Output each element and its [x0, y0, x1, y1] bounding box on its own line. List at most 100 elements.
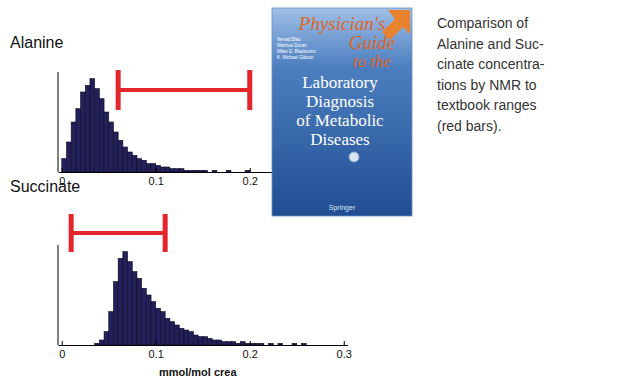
- histogram-bar: [198, 337, 203, 345]
- histogram-bar: [95, 343, 100, 345]
- x-axis-line: [59, 172, 273, 173]
- x-axis: 00.10.20.3: [59, 341, 352, 360]
- cover-title-line: Laboratory: [302, 73, 378, 92]
- cover-title-line: Diagnosis: [306, 92, 374, 111]
- histogram-bar: [207, 338, 212, 345]
- reference-range-bar: [118, 88, 250, 92]
- x-axis-line: [59, 345, 349, 346]
- histogram-bar: [184, 330, 189, 345]
- left-spine: [58, 245, 59, 345]
- histogram-bar: [179, 328, 184, 345]
- histogram-bar: [193, 335, 198, 345]
- cover-editor: Nenad Blau: [277, 37, 301, 42]
- histogram-bar: [76, 109, 81, 172]
- histogram-bar: [71, 122, 76, 172]
- histogram-bar: [81, 92, 86, 172]
- x-tick-mark: [62, 168, 63, 172]
- x-tick-label: 0.2: [243, 175, 258, 187]
- histogram-bar: [66, 142, 71, 172]
- histogram-bar: [156, 308, 161, 345]
- x-tick-mark: [156, 341, 157, 345]
- histogram-bar: [99, 340, 104, 345]
- histogram-bar: [207, 172, 212, 173]
- histogram-bar: [104, 112, 109, 172]
- histogram-bar: [259, 343, 264, 345]
- cover-title-line: Diseases: [310, 130, 369, 149]
- histogram-bar: [184, 170, 189, 172]
- histogram-bar: [104, 332, 109, 345]
- histogram-bar: [240, 172, 245, 173]
- histogram-bar: [269, 343, 274, 345]
- x-tick: 0.3: [337, 341, 352, 360]
- x-tick: 0.1: [149, 168, 164, 187]
- histogram-chart: Alanine00.10.2: [10, 34, 273, 187]
- histogram-bar: [222, 342, 227, 345]
- histogram-bar: [160, 167, 165, 172]
- cover-editor: Milan E. Blaskovics: [277, 49, 317, 54]
- x-tick-mark: [344, 341, 345, 345]
- histogram-bar: [240, 342, 245, 345]
- histogram-bar: [287, 345, 292, 346]
- bars: [95, 252, 307, 345]
- histogram-bar: [170, 322, 175, 345]
- bars: [62, 79, 250, 172]
- histogram-bar: [189, 332, 194, 345]
- histogram-bar: [151, 302, 156, 345]
- histogram-bar: [231, 342, 236, 345]
- histogram-bar: [160, 312, 165, 345]
- reference-range-cap: [116, 70, 121, 110]
- caption-line: Comparison of: [437, 15, 528, 31]
- caption: Comparison of Alanine and Suc-cinate conc…: [437, 15, 545, 134]
- histogram-bar: [254, 343, 259, 345]
- cover-editor: K. Michael Gibson: [277, 55, 314, 60]
- caption-line: Alanine and Suc-: [437, 36, 544, 52]
- histogram-bar: [297, 345, 302, 346]
- x-tick: 0: [59, 341, 65, 360]
- histogram-bar: [123, 252, 128, 345]
- histogram-bar: [273, 345, 278, 346]
- histogram-bar: [212, 170, 217, 172]
- histogram-bar: [156, 165, 161, 172]
- caption-line: textbook ranges: [437, 97, 537, 113]
- histogram-bar: [198, 170, 203, 172]
- histogram-bar: [278, 343, 283, 345]
- x-axis: 00.10.2: [59, 168, 273, 187]
- histogram-bar: [231, 172, 236, 173]
- x-tick-label: 0.1: [149, 175, 164, 187]
- histogram-bar: [175, 169, 180, 172]
- histogram-bar: [222, 172, 227, 173]
- reference-range-cap: [247, 70, 252, 110]
- histogram-bar: [113, 282, 118, 345]
- histogram-bar: [62, 159, 67, 172]
- x-tick-label: 0.3: [337, 348, 352, 360]
- cover-title-line: Physician's: [298, 13, 385, 34]
- cover-title-line: of Metabolic: [296, 111, 384, 130]
- histogram-bar: [151, 164, 156, 172]
- histogram-bar: [95, 89, 100, 172]
- histogram-bar: [142, 288, 147, 345]
- histogram-bar: [217, 340, 222, 345]
- histogram-bar: [292, 343, 297, 345]
- cover-publisher: Springer: [329, 204, 356, 212]
- x-tick-mark: [250, 341, 251, 345]
- caption-line: cinate concentra-: [437, 56, 545, 72]
- histogram-bar: [165, 167, 170, 172]
- cover-cd-icon: [349, 152, 359, 162]
- histogram-bar: [113, 132, 118, 172]
- chart-title: Alanine: [10, 34, 63, 51]
- histogram-bar: [132, 155, 137, 172]
- histogram-bar: [301, 343, 306, 345]
- histogram-bar: [85, 85, 90, 172]
- histogram-bar: [189, 170, 194, 172]
- left-spine: [58, 72, 59, 172]
- histogram-bar: [203, 337, 208, 345]
- histogram-bar: [90, 79, 95, 172]
- histogram-bar: [146, 295, 151, 345]
- histogram-bar: [175, 325, 180, 345]
- histogram-bar: [132, 272, 137, 345]
- x-tick-label: 0: [59, 348, 65, 360]
- histogram-bar: [226, 170, 231, 172]
- histogram-bar: [212, 340, 217, 345]
- histogram-bar: [245, 343, 250, 345]
- histogram-bar: [109, 122, 114, 172]
